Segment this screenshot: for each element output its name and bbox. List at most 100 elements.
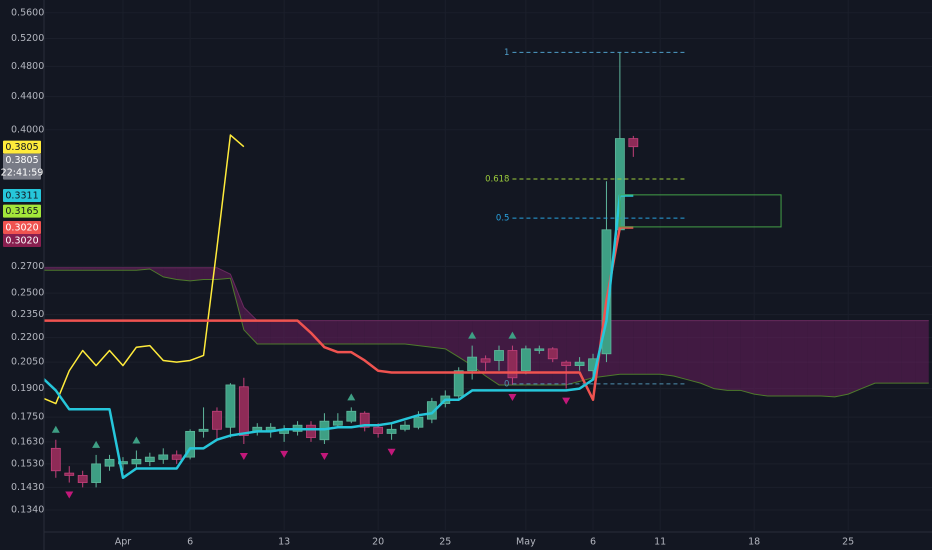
axes: 0.56000.52000.48000.44000.40000.27000.25…: [1, 7, 855, 547]
price-tag-label: 0.3311: [5, 190, 38, 201]
y-tick-label: 0.2200: [11, 332, 44, 343]
x-tick-label: 20: [372, 537, 384, 548]
cloud-segment: [44, 267, 56, 271]
y-tick-label: 0.1750: [11, 412, 44, 423]
cloud-segment: [579, 320, 594, 382]
y-tick-label: 0.5600: [11, 7, 44, 18]
price-tag-label: 0.3805: [5, 155, 38, 166]
price-tag-label: 0.3165: [5, 206, 38, 217]
cloud-segment: [619, 320, 634, 375]
candle-body: [185, 430, 196, 458]
y-tick-label: 0.2050: [11, 357, 44, 368]
cloud-segment: [673, 320, 688, 380]
sell-signal: [562, 397, 571, 405]
x-tick-label: 13: [278, 537, 290, 548]
price-tag: [3, 233, 41, 247]
cloud-segment: [834, 320, 849, 397]
buy-signal: [51, 425, 60, 433]
cloud-segment: [445, 320, 459, 358]
cloud-segment: [324, 320, 338, 344]
candle-body: [574, 361, 585, 366]
cloud-segment: [431, 320, 446, 349]
span-b-line: [44, 267, 929, 322]
price-tag: [3, 140, 41, 154]
price-tag: [3, 220, 41, 234]
x-tick-label: May: [516, 537, 536, 548]
cloud-segment: [378, 320, 392, 344]
buy-signal: [132, 436, 141, 444]
sell-signal: [387, 448, 396, 456]
cloud-segment: [391, 320, 406, 344]
cloud-segment: [660, 320, 674, 377]
y-tick-label: 0.1900: [11, 383, 44, 394]
cloud-segment: [767, 320, 782, 396]
x-tick-label: Apr: [115, 537, 132, 548]
candle-body: [104, 458, 115, 467]
y-tick-label: 0.2700: [11, 261, 44, 272]
candle-body: [91, 463, 102, 483]
y-tick-label: 0.4800: [11, 61, 44, 72]
buy-signal: [468, 331, 477, 339]
y-tick-label: 0.4000: [11, 124, 44, 135]
cloud-segment: [915, 320, 929, 384]
candle-body: [507, 350, 518, 379]
cloud-segment: [190, 267, 204, 281]
y-tick-label: 0.2500: [11, 288, 44, 299]
candle-body: [467, 356, 478, 372]
y-tick-label: 0.1630: [11, 436, 44, 447]
cloud-segment: [875, 320, 889, 384]
cloud-segment: [418, 320, 432, 348]
cloud-segment: [794, 320, 808, 396]
candle-body: [373, 426, 384, 434]
price-tag: [3, 153, 41, 180]
sell-signal: [320, 453, 329, 461]
indicator-line: [44, 194, 634, 480]
candle-body: [520, 348, 531, 372]
price-tag: [3, 188, 41, 202]
candle-body: [238, 386, 249, 436]
cloud-segment: [69, 267, 83, 271]
indicator-line: [44, 134, 245, 405]
x-tick-label: 25: [439, 537, 451, 548]
candle-body: [158, 454, 169, 460]
countdown: 22:41:59: [1, 168, 44, 179]
cloud-segment: [781, 320, 795, 396]
cloud-segment: [297, 320, 311, 344]
cloud-segment: [807, 320, 822, 396]
candle-body: [547, 348, 558, 360]
candle-body: [306, 424, 316, 439]
candle-body: [171, 454, 182, 460]
cloud-segment: [901, 320, 916, 384]
price-tag-label: 0.3020: [5, 235, 38, 246]
y-tick-label: 0.1340: [11, 504, 44, 515]
cloud-segment: [687, 320, 701, 384]
candle-body: [332, 420, 343, 426]
y-tick-label: 0.5200: [11, 33, 44, 44]
cloud-segment: [82, 267, 97, 271]
fib-label: 0.618: [485, 175, 509, 185]
x-tick-label: 25: [842, 537, 854, 548]
cloud-segment: [700, 320, 714, 389]
x-tick-label: 18: [748, 537, 760, 548]
span-a-line: [44, 268, 929, 398]
candle-body: [628, 138, 639, 148]
x-tick-label: 6: [187, 537, 193, 548]
candle-body: [77, 475, 88, 483]
y-tick-label: 0.1430: [11, 482, 44, 493]
cloud-segment: [713, 320, 728, 391]
sell-signal: [239, 453, 248, 461]
candle-body: [400, 424, 410, 430]
cloud-segment: [122, 267, 137, 271]
price-tag-label: 0.3020: [5, 222, 38, 233]
cloud-segment: [257, 320, 271, 344]
plot-area: 1 0.618 0.5 0: [44, 48, 929, 499]
cloud-segment: [284, 320, 298, 344]
fib-label: 0: [504, 379, 509, 389]
cloud-segment: [458, 320, 473, 366]
cloud-segment: [552, 320, 567, 385]
y-tick-label: 0.2350: [11, 309, 44, 320]
candle-body: [225, 384, 236, 428]
cloud-segment: [96, 267, 110, 271]
